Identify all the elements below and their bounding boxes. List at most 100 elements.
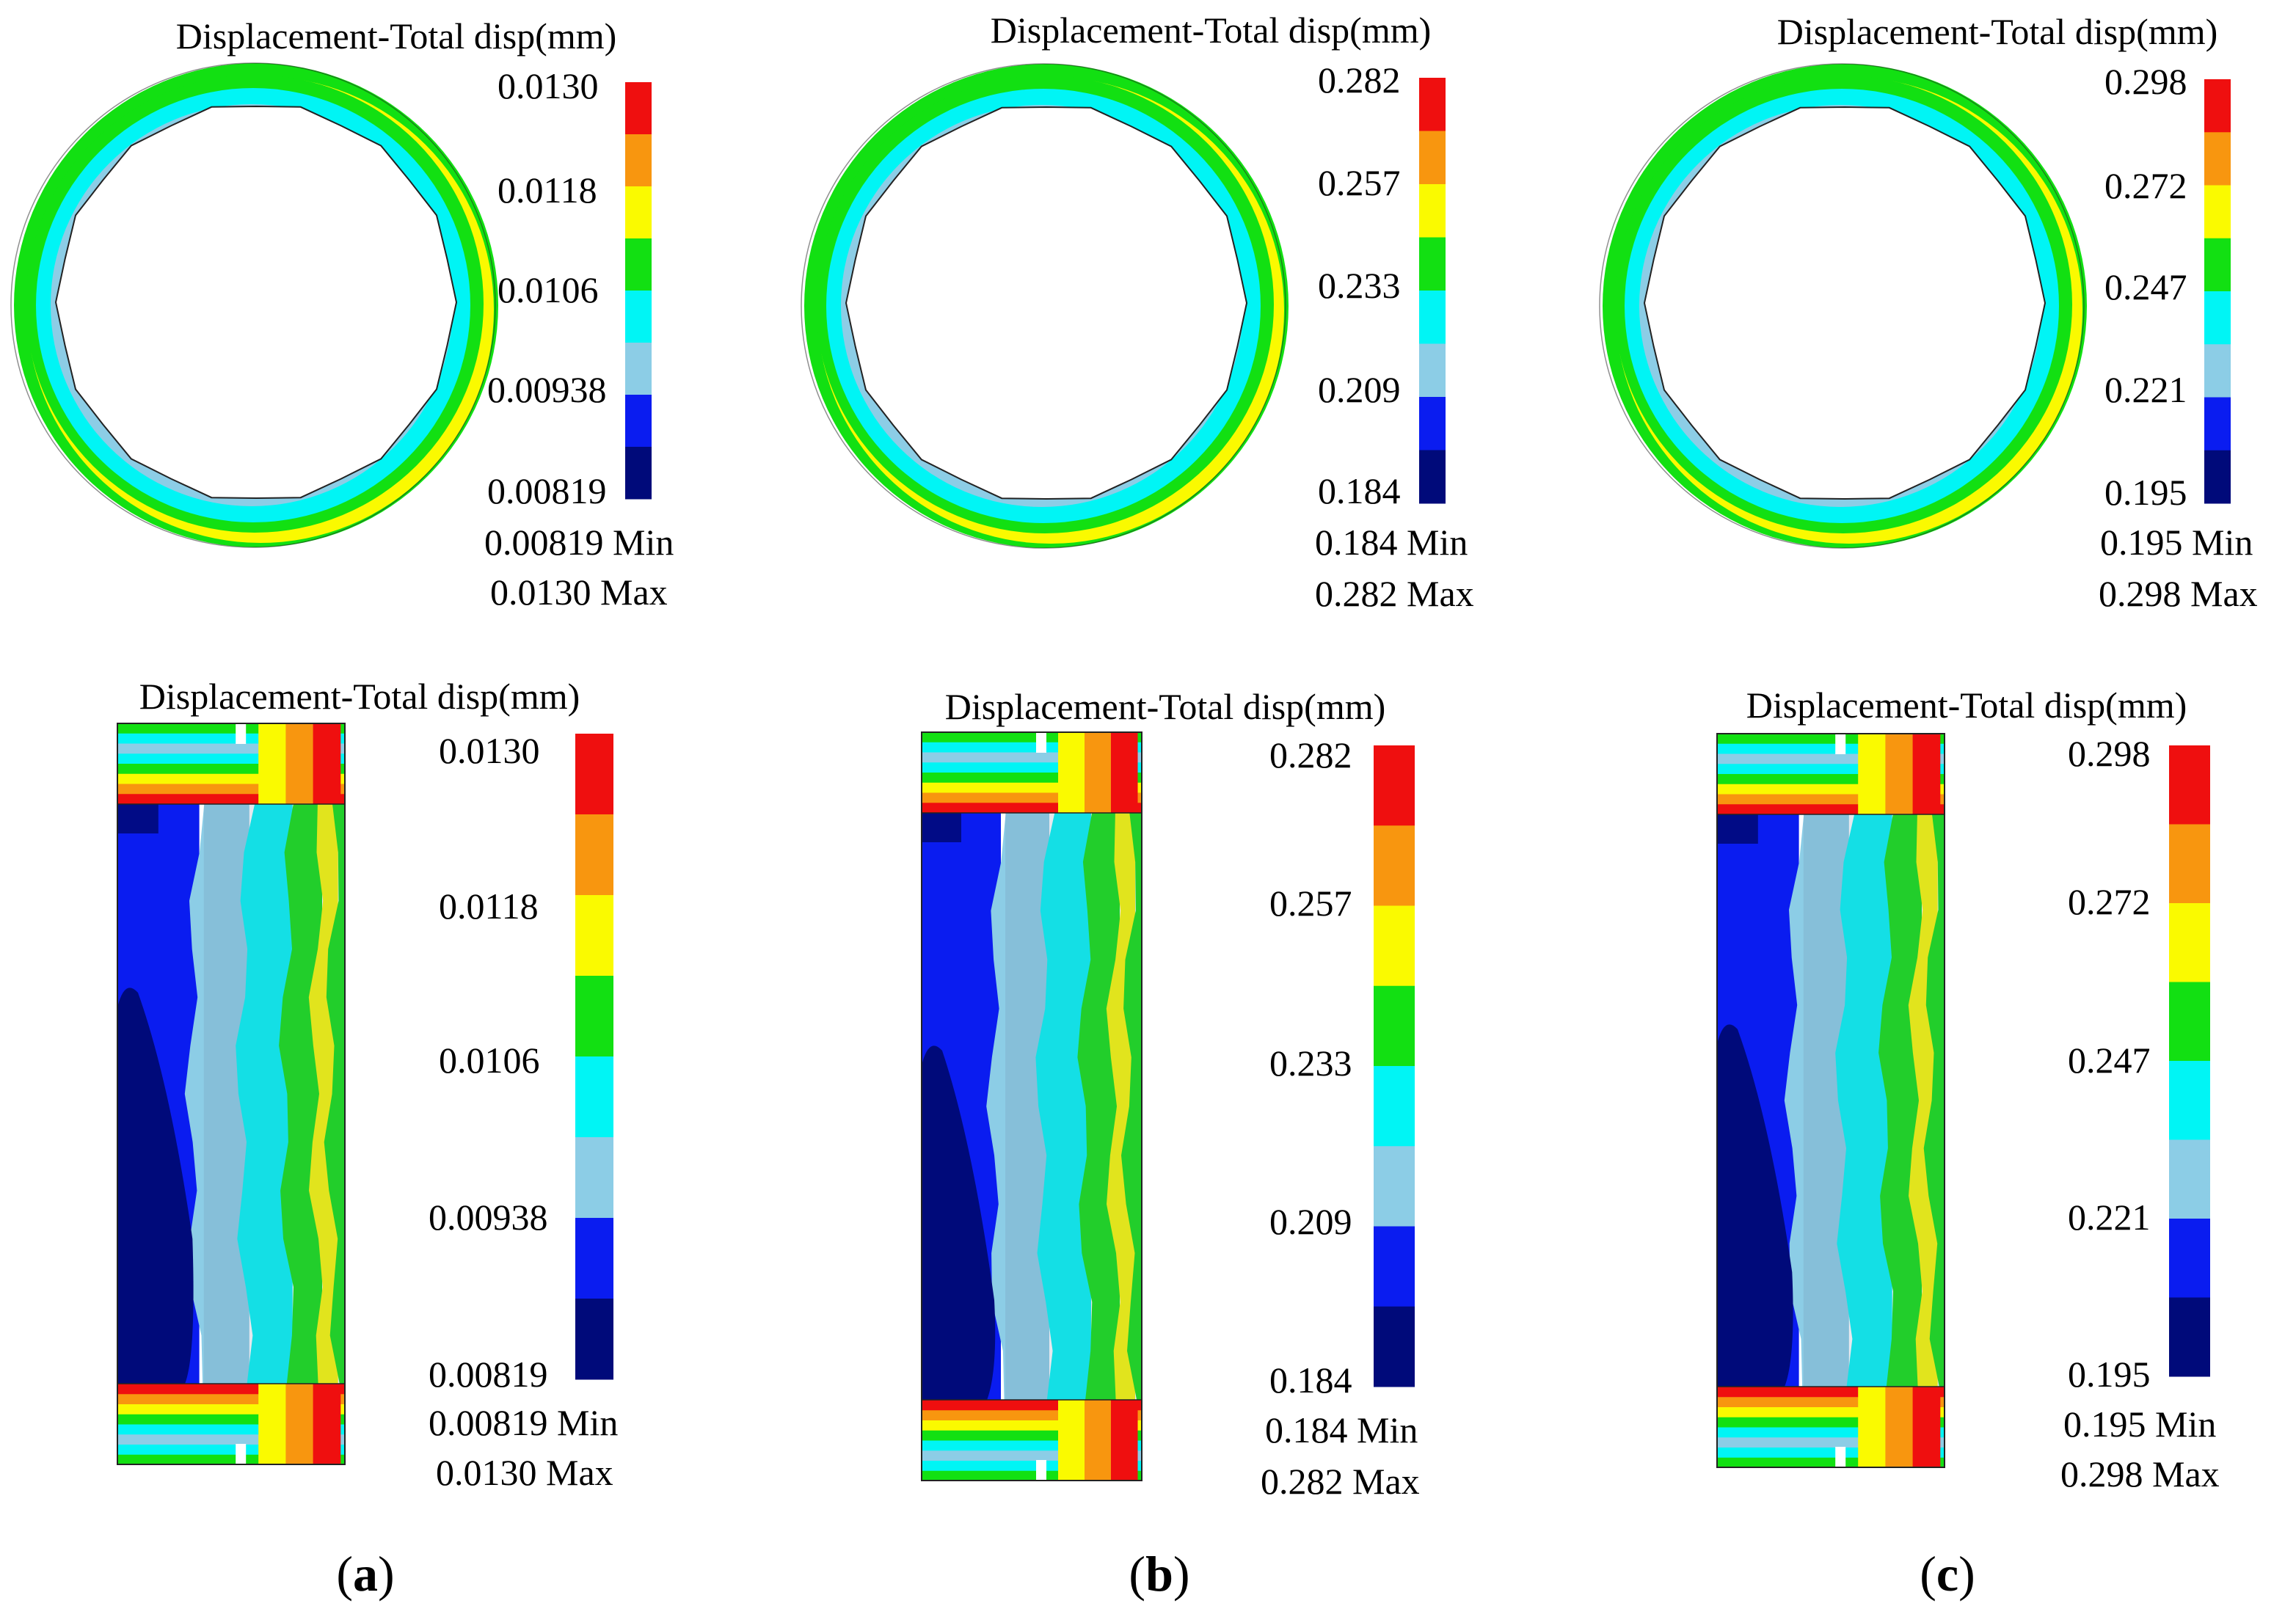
tick-label: 0.0118: [439, 886, 539, 927]
tick-label: 0.195: [2104, 472, 2187, 513]
max-label: 0.0130 Max: [436, 1452, 613, 1493]
colorbar-band: [2204, 185, 2231, 239]
panel-b-ring-view: [801, 63, 1289, 549]
min-label: 0.00819 Min: [429, 1402, 618, 1443]
section-cap-gradient: [313, 1384, 341, 1464]
colorbar-band: [575, 976, 613, 1057]
section-cap-gradient: [1058, 1400, 1085, 1481]
colorbar-band: [1419, 450, 1446, 504]
panel-c-ring-title: Displacement-Total disp(mm): [1777, 11, 2218, 52]
tick-label: 0.233: [1269, 1043, 1352, 1084]
section-band: [1077, 813, 1120, 1400]
caption-a: (a): [336, 1546, 394, 1602]
colorbar-band: [2204, 79, 2231, 133]
colorbar-band: [625, 238, 652, 291]
panel-a-section-view: [117, 722, 346, 1466]
section-cap-gradient: [1885, 1387, 1914, 1467]
tick-label: 0.0130: [498, 65, 599, 106]
tick-label: 0.184: [1318, 470, 1401, 511]
colorbar-band: [625, 447, 652, 500]
section-notch: [1835, 1447, 1846, 1469]
section-cap-gradient: [1085, 1400, 1112, 1481]
colorbar-band: [2169, 982, 2210, 1062]
tick-label: 0.257: [1269, 883, 1352, 924]
min-label: 0.184 Min: [1265, 1409, 1418, 1450]
ring-bore: [845, 106, 1248, 500]
colorbar-band: [575, 1299, 613, 1380]
tick-label: 0.0118: [498, 169, 597, 211]
ring-plot: [10, 62, 498, 548]
section-band: [1035, 813, 1091, 1400]
section-cap-gradient: [1058, 732, 1085, 813]
min-label: 0.195 Min: [2100, 522, 2253, 563]
caption-b: (b): [1129, 1546, 1189, 1602]
colorbar-band: [575, 1137, 613, 1219]
section-core: [922, 1045, 996, 1400]
ring-bore: [54, 105, 458, 500]
section-core-top: [1717, 814, 1758, 844]
section-notch: [236, 722, 247, 744]
ring-outline: [10, 62, 496, 548]
section-shade: [203, 804, 345, 1384]
section-band: [279, 804, 322, 1384]
section-band: [986, 813, 1049, 1400]
panel-c-section-view: [1716, 732, 1945, 1469]
colorbar-band: [2169, 903, 2210, 982]
tick-label: 0.298: [2068, 733, 2151, 774]
tick-label: 0.272: [2068, 881, 2151, 922]
max-label: 0.282 Max: [1261, 1461, 1420, 1502]
ring-plot: [801, 63, 1289, 549]
panel-a-ring-ticks: 0.0130 0.0118 0.0106 0.00938 0.00819 0.0…: [484, 65, 674, 613]
section-notch: [1036, 1460, 1046, 1482]
colorbar-band: [1419, 343, 1446, 398]
ring-plot: [1599, 63, 2087, 549]
ring-outline: [801, 63, 1286, 549]
tick-label: 0.00819: [429, 1354, 548, 1395]
section-cap-gradient: [258, 1384, 286, 1464]
tick-label: 0.233: [1318, 265, 1401, 306]
panel-a-section-ticks: 0.0130 0.0118 0.0106 0.00938 0.00819 0.0…: [429, 730, 618, 1493]
colorbar-band: [625, 395, 652, 448]
colorbar-band: [2169, 824, 2210, 904]
caption-a-letter: a: [353, 1546, 378, 1602]
section-outline: [117, 723, 346, 1465]
caption-b-letter: b: [1145, 1546, 1173, 1602]
colorbar-band: [575, 1056, 613, 1138]
section-core-top: [922, 813, 961, 842]
colorbar-band: [2169, 1297, 2210, 1377]
colorbar-band: [1419, 237, 1446, 291]
section-outline: [1716, 733, 1945, 1468]
panel-c-section-colorbar: [2169, 745, 2210, 1377]
panel-a-section-title: Displacement-Total disp(mm): [139, 676, 580, 717]
tick-label: 0.221: [2068, 1197, 2151, 1238]
panel-a-ring-title: Displacement-Total disp(mm): [176, 15, 617, 56]
colorbar-band: [1419, 397, 1446, 450]
tick-label: 0.247: [2068, 1040, 2151, 1081]
colorbar-band: [2204, 450, 2231, 504]
tick-label: 0.282: [1269, 734, 1352, 775]
tick-label: 0.298: [2104, 61, 2187, 102]
tick-label: 0.272: [2104, 165, 2187, 206]
svg-text:(c): (c): [1920, 1546, 1975, 1602]
tick-label: 0.0130: [439, 730, 540, 771]
tick-label: 0.209: [1318, 369, 1401, 410]
min-label: 0.184 Min: [1315, 522, 1468, 563]
svg-text:(b): (b): [1129, 1546, 1189, 1602]
section-cap-gradient: [1111, 732, 1138, 813]
tick-label: 0.00819: [487, 470, 607, 511]
section-cap-gradient: [1858, 734, 1886, 814]
max-label: 0.0130 Max: [490, 572, 668, 613]
colorbar-band: [1374, 745, 1415, 826]
colorbar-band: [2204, 397, 2231, 451]
colorbar-band: [575, 895, 613, 977]
colorbar-band: [1419, 131, 1446, 185]
section-cap-gradient: [1885, 734, 1914, 814]
tick-label: 0.195: [2068, 1354, 2151, 1395]
colorbar-band: [2169, 1219, 2210, 1298]
section-band: [236, 804, 293, 1384]
max-label: 0.298 Max: [2060, 1453, 2220, 1494]
colorbar-band: [2169, 1139, 2210, 1219]
colorbar-band: [625, 186, 652, 239]
tick-label: 0.00938: [487, 369, 607, 410]
